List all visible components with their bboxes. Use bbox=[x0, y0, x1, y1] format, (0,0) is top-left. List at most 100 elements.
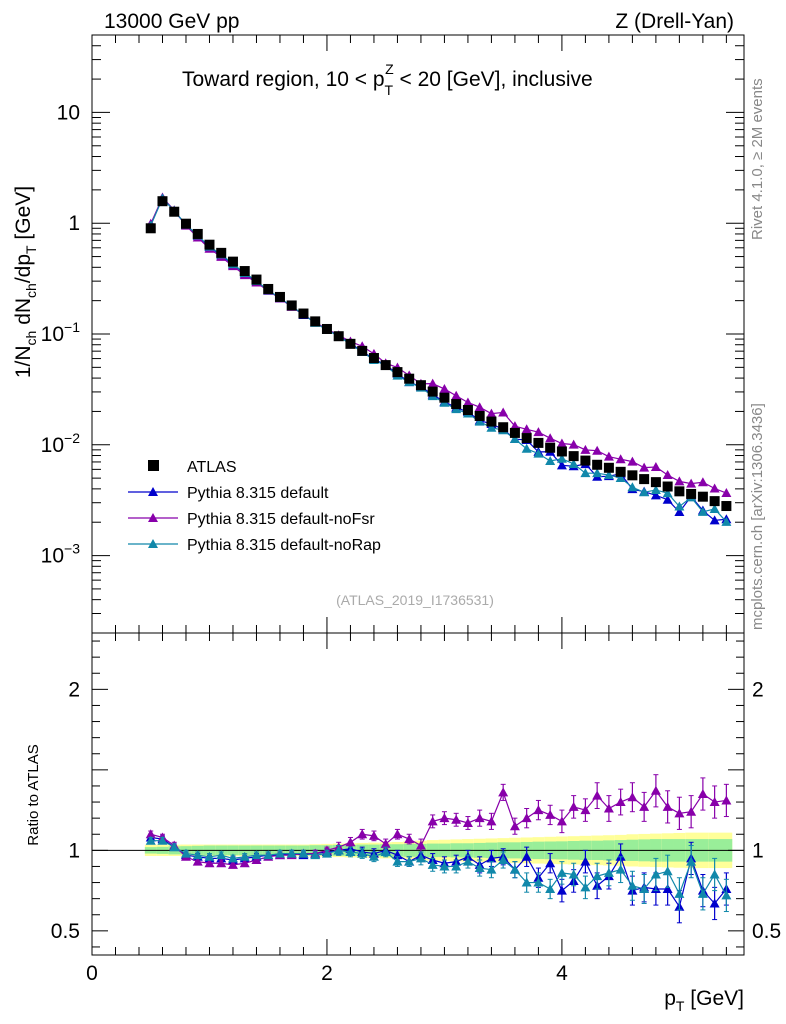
main-series-point bbox=[451, 390, 462, 400]
main-series-point bbox=[521, 443, 532, 453]
ratio-series-point bbox=[474, 863, 485, 873]
ratio-series-point bbox=[603, 803, 614, 813]
ratio-series-point bbox=[545, 858, 556, 868]
ratio-series-point bbox=[498, 855, 509, 865]
ratio-series-point bbox=[239, 851, 250, 861]
atlas-data-point bbox=[498, 422, 509, 433]
main-series-point bbox=[462, 397, 473, 407]
ratio-series-point bbox=[709, 898, 720, 908]
header-left-label: 13000 GeV pp bbox=[104, 10, 239, 33]
x-tick-label: 0 bbox=[86, 962, 98, 985]
ratio-panel-series bbox=[145, 774, 732, 924]
main-series-point bbox=[662, 494, 673, 504]
atlas-data-point bbox=[568, 451, 579, 462]
ratio-series-point bbox=[533, 877, 544, 887]
atlas-data-point bbox=[239, 266, 250, 277]
atlas-data-point bbox=[721, 501, 732, 512]
x-tick-label: 2 bbox=[321, 962, 333, 985]
main-series-point bbox=[709, 503, 720, 513]
main-series-point bbox=[650, 490, 661, 500]
ratio-series-point bbox=[251, 855, 262, 865]
main-series-point bbox=[568, 439, 579, 449]
ratio-series-point bbox=[521, 877, 532, 887]
ratio-series-point bbox=[592, 790, 603, 800]
ratio-series-point bbox=[627, 792, 638, 802]
legend-label: ATLAS bbox=[187, 459, 237, 476]
ratio-series-point bbox=[556, 816, 567, 826]
atlas-data-point bbox=[462, 405, 473, 416]
atlas-data-point bbox=[227, 256, 238, 267]
legend: ATLAS Pythia 8.315 default Pythia 8.315 de… bbox=[128, 459, 381, 554]
ratio-series-point bbox=[298, 848, 309, 858]
ratio-series-point bbox=[310, 850, 321, 860]
ratio-series-point bbox=[427, 859, 438, 869]
ratio-series-point bbox=[568, 869, 579, 879]
main-series-point bbox=[674, 476, 685, 486]
ratio-series-point bbox=[615, 797, 626, 807]
ratio-series-point bbox=[650, 869, 661, 879]
atlas-data-point bbox=[556, 446, 567, 457]
y-tick-label: 10−2 bbox=[41, 430, 81, 457]
ratio-series-point bbox=[345, 846, 356, 856]
ratio-series-point bbox=[263, 850, 274, 860]
y-axis-label: 1/Nch dNch/dpT [GeV] bbox=[12, 186, 39, 378]
ratio-y-tick-label-right: 2 bbox=[752, 678, 764, 701]
atlas-data-point bbox=[674, 486, 685, 497]
atlas-data-point bbox=[603, 462, 614, 473]
ratio-series-point bbox=[462, 817, 473, 827]
ratio-series-point bbox=[556, 867, 567, 877]
ratio-series-point bbox=[686, 856, 697, 866]
main-series-point bbox=[533, 448, 544, 458]
ratio-series-point bbox=[474, 813, 485, 823]
main-series-point bbox=[556, 460, 567, 470]
main-series-point bbox=[709, 515, 720, 525]
ratio-series-point bbox=[545, 809, 556, 819]
ratio-series-point bbox=[486, 853, 497, 863]
main-series-point bbox=[592, 445, 603, 455]
ratio-series-point bbox=[216, 850, 227, 860]
ratio-series-point bbox=[357, 848, 368, 858]
ratio-series-point bbox=[380, 846, 391, 856]
ratio-series-point bbox=[192, 856, 203, 866]
main-series-point bbox=[662, 470, 673, 480]
atlas-data-point bbox=[427, 386, 438, 397]
main-series-point bbox=[533, 427, 544, 437]
atlas-data-point bbox=[615, 466, 626, 477]
main-series-point bbox=[568, 458, 579, 468]
main-series-point bbox=[721, 488, 732, 498]
ratio-y-tick-label-right: 0.5 bbox=[752, 920, 781, 943]
chart-title-sup: Z bbox=[385, 61, 394, 77]
ratio-series-point bbox=[169, 842, 180, 852]
ratio-series-point bbox=[592, 871, 603, 881]
ratio-series-point bbox=[392, 856, 403, 866]
main-series-point bbox=[650, 461, 661, 471]
ratio-series-point bbox=[157, 835, 168, 845]
ratio-series-point bbox=[498, 787, 509, 797]
ratio-series-point bbox=[486, 816, 497, 826]
ratio-series-point bbox=[509, 864, 520, 874]
atlas-data-point bbox=[380, 360, 391, 371]
rivet-version-label: Rivet 4.1.0, ≥ 2M events bbox=[749, 78, 766, 240]
ratio-series-point bbox=[603, 867, 614, 877]
ratio-series-point bbox=[486, 864, 497, 874]
ratio-series-point bbox=[580, 882, 591, 892]
main-series-point bbox=[521, 424, 532, 434]
ratio-series-point bbox=[439, 813, 450, 823]
ratio-series-point bbox=[639, 801, 650, 811]
ratio-series-point bbox=[286, 848, 297, 858]
atlas-data-point bbox=[509, 427, 520, 438]
atlas-data-point bbox=[169, 206, 180, 217]
atlas-data-point bbox=[192, 228, 203, 239]
main-series-point bbox=[674, 507, 685, 517]
header-right-label: Z (Drell-Yan) bbox=[615, 10, 734, 33]
legend-marker-triangle bbox=[148, 513, 158, 522]
legend-marker-triangle bbox=[148, 539, 158, 548]
main-series-point bbox=[721, 516, 732, 526]
main-series-point bbox=[639, 487, 650, 497]
chart-title-pre: Toward region, 10 < p bbox=[182, 68, 385, 91]
atlas-data-point bbox=[392, 367, 403, 378]
main-series-point bbox=[603, 470, 614, 480]
atlas-data-point bbox=[157, 196, 168, 207]
main-series-point bbox=[662, 488, 673, 498]
